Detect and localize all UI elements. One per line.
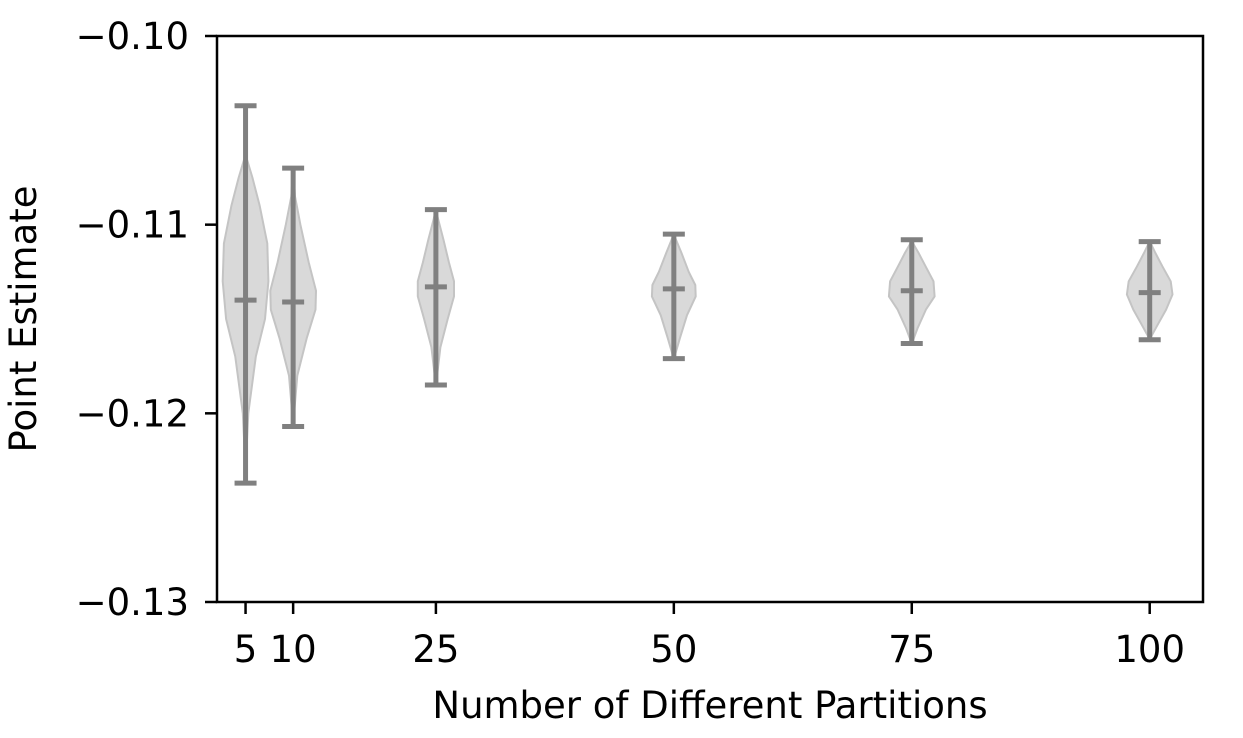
x-axis: 5 10 25 50 75 100 xyxy=(234,602,1185,671)
violin-50 xyxy=(650,231,697,362)
x-axis-label: Number of Different Partitions xyxy=(432,684,987,727)
y-tick-label: −0.12 xyxy=(76,392,189,435)
plot-frame xyxy=(215,34,1205,604)
y-tick-label: −0.11 xyxy=(76,204,189,247)
y-tick-label: −0.10 xyxy=(76,15,189,58)
y-tick-label: −0.13 xyxy=(76,581,189,624)
y-axis-label: Point Estimate xyxy=(2,185,45,452)
x-tick-label: 50 xyxy=(650,628,697,671)
violin-5 xyxy=(221,103,270,486)
violin-75 xyxy=(887,237,936,347)
violin-10 xyxy=(269,165,317,430)
x-tick-label: 25 xyxy=(412,628,459,671)
x-tick-label: 75 xyxy=(888,628,935,671)
y-axis: −0.10 −0.11 −0.12 −0.13 xyxy=(76,15,217,624)
x-tick-label: 10 xyxy=(270,628,317,671)
violin-25 xyxy=(416,207,455,388)
violins-group xyxy=(221,103,1174,486)
violin-100 xyxy=(1125,239,1174,343)
x-tick-label: 100 xyxy=(1114,628,1185,671)
x-tick-label: 5 xyxy=(234,628,258,671)
